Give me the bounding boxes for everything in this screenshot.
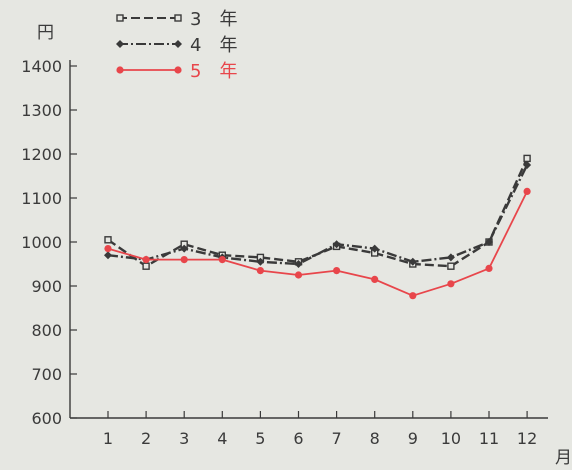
x-axis-unit-label: 月 bbox=[555, 448, 572, 468]
series-2 bbox=[104, 161, 532, 268]
legend: 3 年 4 年 5 年 bbox=[116, 9, 237, 82]
x-tick-label: 9 bbox=[408, 429, 418, 448]
data-point bbox=[104, 236, 112, 244]
legend-marker-end bbox=[174, 40, 182, 48]
x-tick-label: 5 bbox=[255, 429, 265, 448]
legend-entry: 5 年 bbox=[116, 61, 237, 82]
legend-entry: 4 年 bbox=[116, 35, 237, 56]
data-point bbox=[523, 154, 531, 163]
x-tick-label: 2 bbox=[141, 429, 151, 448]
x-tick-label: 6 bbox=[293, 429, 303, 448]
x-tick-label: 10 bbox=[441, 429, 461, 448]
data-point bbox=[523, 161, 532, 169]
x-tick-label: 1 bbox=[103, 429, 113, 448]
legend-label: 3 年 bbox=[190, 9, 237, 30]
series-line bbox=[107, 191, 528, 297]
legend-marker-start bbox=[116, 40, 124, 48]
series-line bbox=[107, 164, 529, 266]
data-point bbox=[180, 244, 189, 253]
y-tick-label: 1400 bbox=[21, 57, 62, 76]
y-tick-label: 900 bbox=[31, 277, 62, 296]
data-point bbox=[332, 240, 341, 249]
y-tick-label: 1200 bbox=[21, 145, 62, 164]
y-tick-label: 800 bbox=[31, 321, 62, 340]
x-tick-label: 4 bbox=[217, 429, 227, 448]
legend-label: 4 年 bbox=[190, 35, 237, 56]
data-point bbox=[104, 245, 112, 253]
legend-marker-end bbox=[174, 14, 182, 22]
plot-area bbox=[104, 154, 532, 300]
y-tick-label: 700 bbox=[31, 365, 62, 384]
data-point bbox=[294, 260, 303, 268]
x-tick-label: 3 bbox=[179, 429, 189, 448]
data-point bbox=[370, 244, 379, 253]
legend-marker-start bbox=[116, 14, 124, 22]
y-axis-unit-label: 円 bbox=[37, 23, 54, 43]
data-point bbox=[409, 292, 417, 300]
data-point bbox=[218, 256, 226, 264]
x-tick-label: 8 bbox=[370, 429, 380, 448]
legend-entry: 3 年 bbox=[116, 9, 237, 30]
series-line bbox=[107, 157, 529, 268]
data-point bbox=[180, 256, 188, 264]
legend-marker-start bbox=[116, 66, 124, 74]
x-tick-label: 12 bbox=[517, 429, 537, 448]
y-tick-label: 1300 bbox=[21, 101, 62, 120]
x-tick-label: 11 bbox=[479, 429, 499, 448]
data-point bbox=[142, 256, 150, 264]
y-tick-label: 1100 bbox=[21, 189, 62, 208]
data-point bbox=[256, 267, 264, 275]
legend-marker-end bbox=[174, 66, 182, 74]
data-point bbox=[256, 257, 265, 266]
data-point bbox=[447, 262, 455, 270]
data-point bbox=[447, 280, 455, 288]
data-point bbox=[485, 264, 493, 272]
data-point bbox=[371, 275, 379, 283]
data-point bbox=[333, 267, 341, 275]
data-point bbox=[446, 253, 455, 262]
data-point bbox=[408, 257, 417, 266]
y-tick-label: 600 bbox=[31, 409, 62, 428]
legend-label: 5 年 bbox=[190, 61, 237, 82]
data-point bbox=[104, 251, 112, 260]
series-3 bbox=[104, 187, 531, 300]
y-tick-label: 1000 bbox=[21, 233, 62, 252]
data-point bbox=[142, 262, 150, 270]
x-tick-label: 7 bbox=[332, 429, 342, 448]
data-point bbox=[294, 271, 303, 279]
data-point bbox=[523, 187, 531, 195]
data-point bbox=[485, 238, 493, 246]
